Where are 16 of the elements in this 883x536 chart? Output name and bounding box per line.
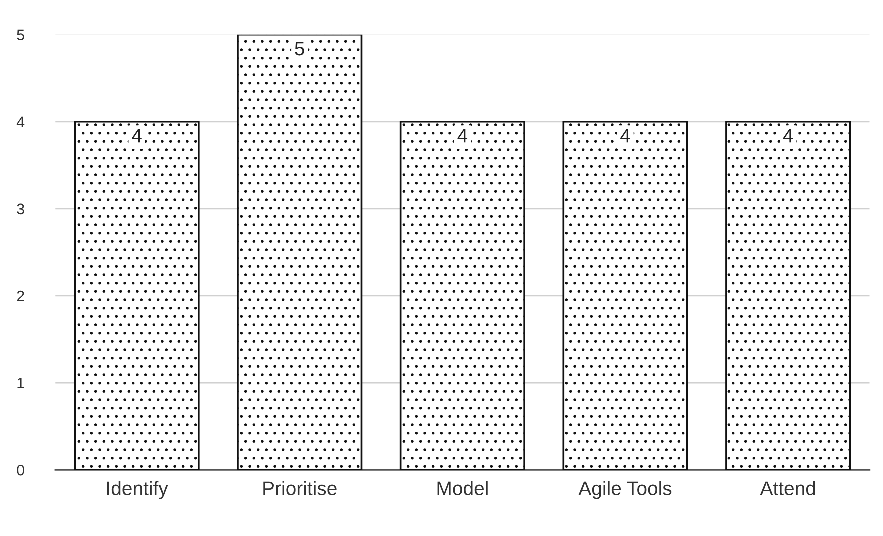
y-tick-label: 0	[17, 464, 24, 476]
y-tick-label: 3	[17, 204, 24, 215]
y-tick-label: 1	[18, 378, 24, 389]
data-label: 4	[783, 129, 794, 143]
x-tick-label: Attend	[760, 481, 816, 496]
y-tick-label: 5	[17, 30, 24, 41]
y-tick-label: 4	[16, 116, 25, 128]
y-tick-label: 2	[17, 290, 24, 302]
x-tick-label: Model	[438, 481, 488, 496]
data-label: 4	[132, 129, 142, 143]
data-label: 4	[458, 129, 468, 143]
x-tick-label: Identify	[107, 481, 168, 500]
data-label: 5	[295, 42, 304, 56]
x-tick-label: Agile Tools	[578, 481, 672, 500]
data-label: 4	[620, 129, 630, 143]
x-tick-label: Prioritise	[264, 481, 337, 496]
